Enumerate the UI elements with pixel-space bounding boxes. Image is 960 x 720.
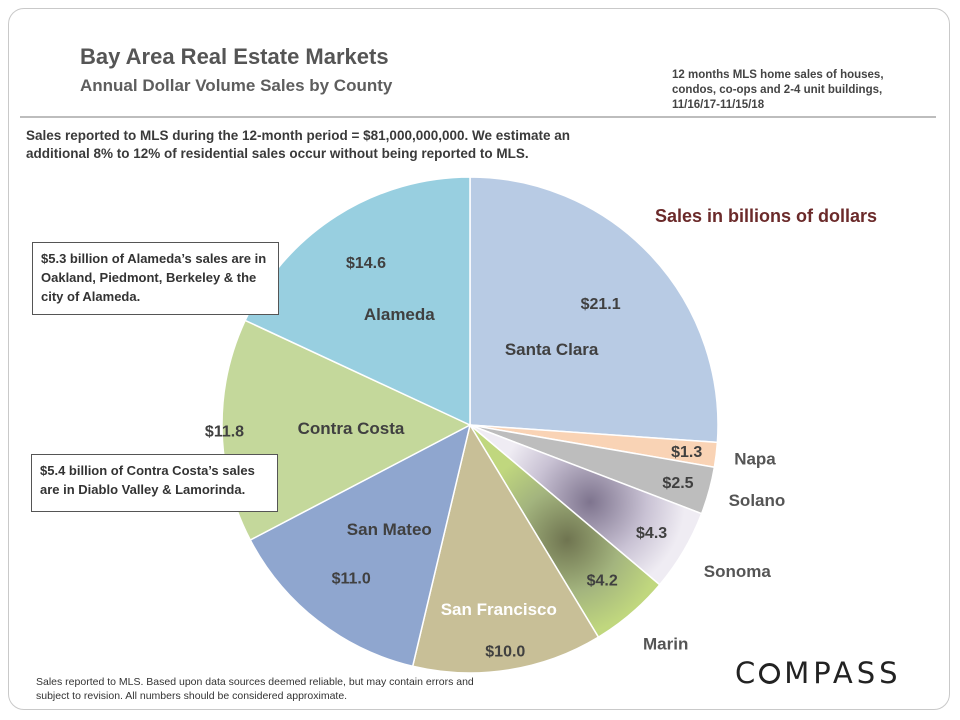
- value-label-solano: $2.5: [662, 475, 693, 492]
- category-label-sonoma: Sonoma: [704, 562, 772, 581]
- value-label-alameda: $14.6: [346, 255, 386, 272]
- intro-text: Sales reported to MLS during the 12-mont…: [26, 128, 571, 161]
- legend-title: Sales in billions of dollars: [655, 206, 877, 226]
- category-label-san-francisco: San Francisco: [441, 600, 557, 619]
- source-note: 12 months MLS home sales of houses, cond…: [672, 69, 884, 111]
- logo-letters: MPASS: [784, 656, 902, 690]
- value-label-san-francisco: $10.0: [485, 643, 525, 660]
- value-label-san-mateo: $11.0: [332, 571, 371, 588]
- slide-frame: [8, 8, 950, 710]
- pie-slice-san-francisco: [411, 423, 600, 674]
- chart-title: Bay Area Real Estate Markets: [80, 44, 389, 69]
- category-label-solano: Solano: [729, 491, 786, 510]
- value-label-santa-clara: $21.1: [581, 296, 621, 313]
- footer-disclaimer: Sales reported to MLS. Based upon data s…: [36, 676, 474, 702]
- category-label-marin: Marin: [643, 635, 688, 654]
- category-label-napa: Napa: [734, 450, 776, 469]
- pie-slice-santa-clara: [469, 176, 719, 444]
- category-label-alameda: Alameda: [364, 305, 435, 324]
- alameda-callout: $5.3 billion of Alameda’s sales are in O…: [32, 242, 279, 315]
- pie-slice-san-mateo: [249, 423, 472, 668]
- header-divider: [20, 116, 936, 118]
- chart-subtitle: Annual Dollar Volume Sales by County: [80, 76, 393, 95]
- contra-costa-callout: $5.4 billion of Contra Costa’s sales are…: [31, 454, 278, 512]
- pie-slice-contra-costa: [221, 319, 472, 542]
- value-label-napa: $1.3: [671, 444, 702, 461]
- logo-o-circle: [759, 663, 781, 684]
- category-label-contra-costa: Contra Costa: [298, 419, 405, 438]
- value-label-sonoma: $4.3: [636, 525, 667, 542]
- value-label-contra-costa: $11.8: [205, 424, 244, 441]
- logo-letter: C: [735, 656, 760, 690]
- compass-logo: C MPASS: [735, 656, 902, 690]
- category-label-san-mateo: San Mateo: [347, 520, 432, 539]
- category-label-santa-clara: Santa Clara: [505, 340, 599, 359]
- value-label-marin: $4.2: [587, 573, 618, 590]
